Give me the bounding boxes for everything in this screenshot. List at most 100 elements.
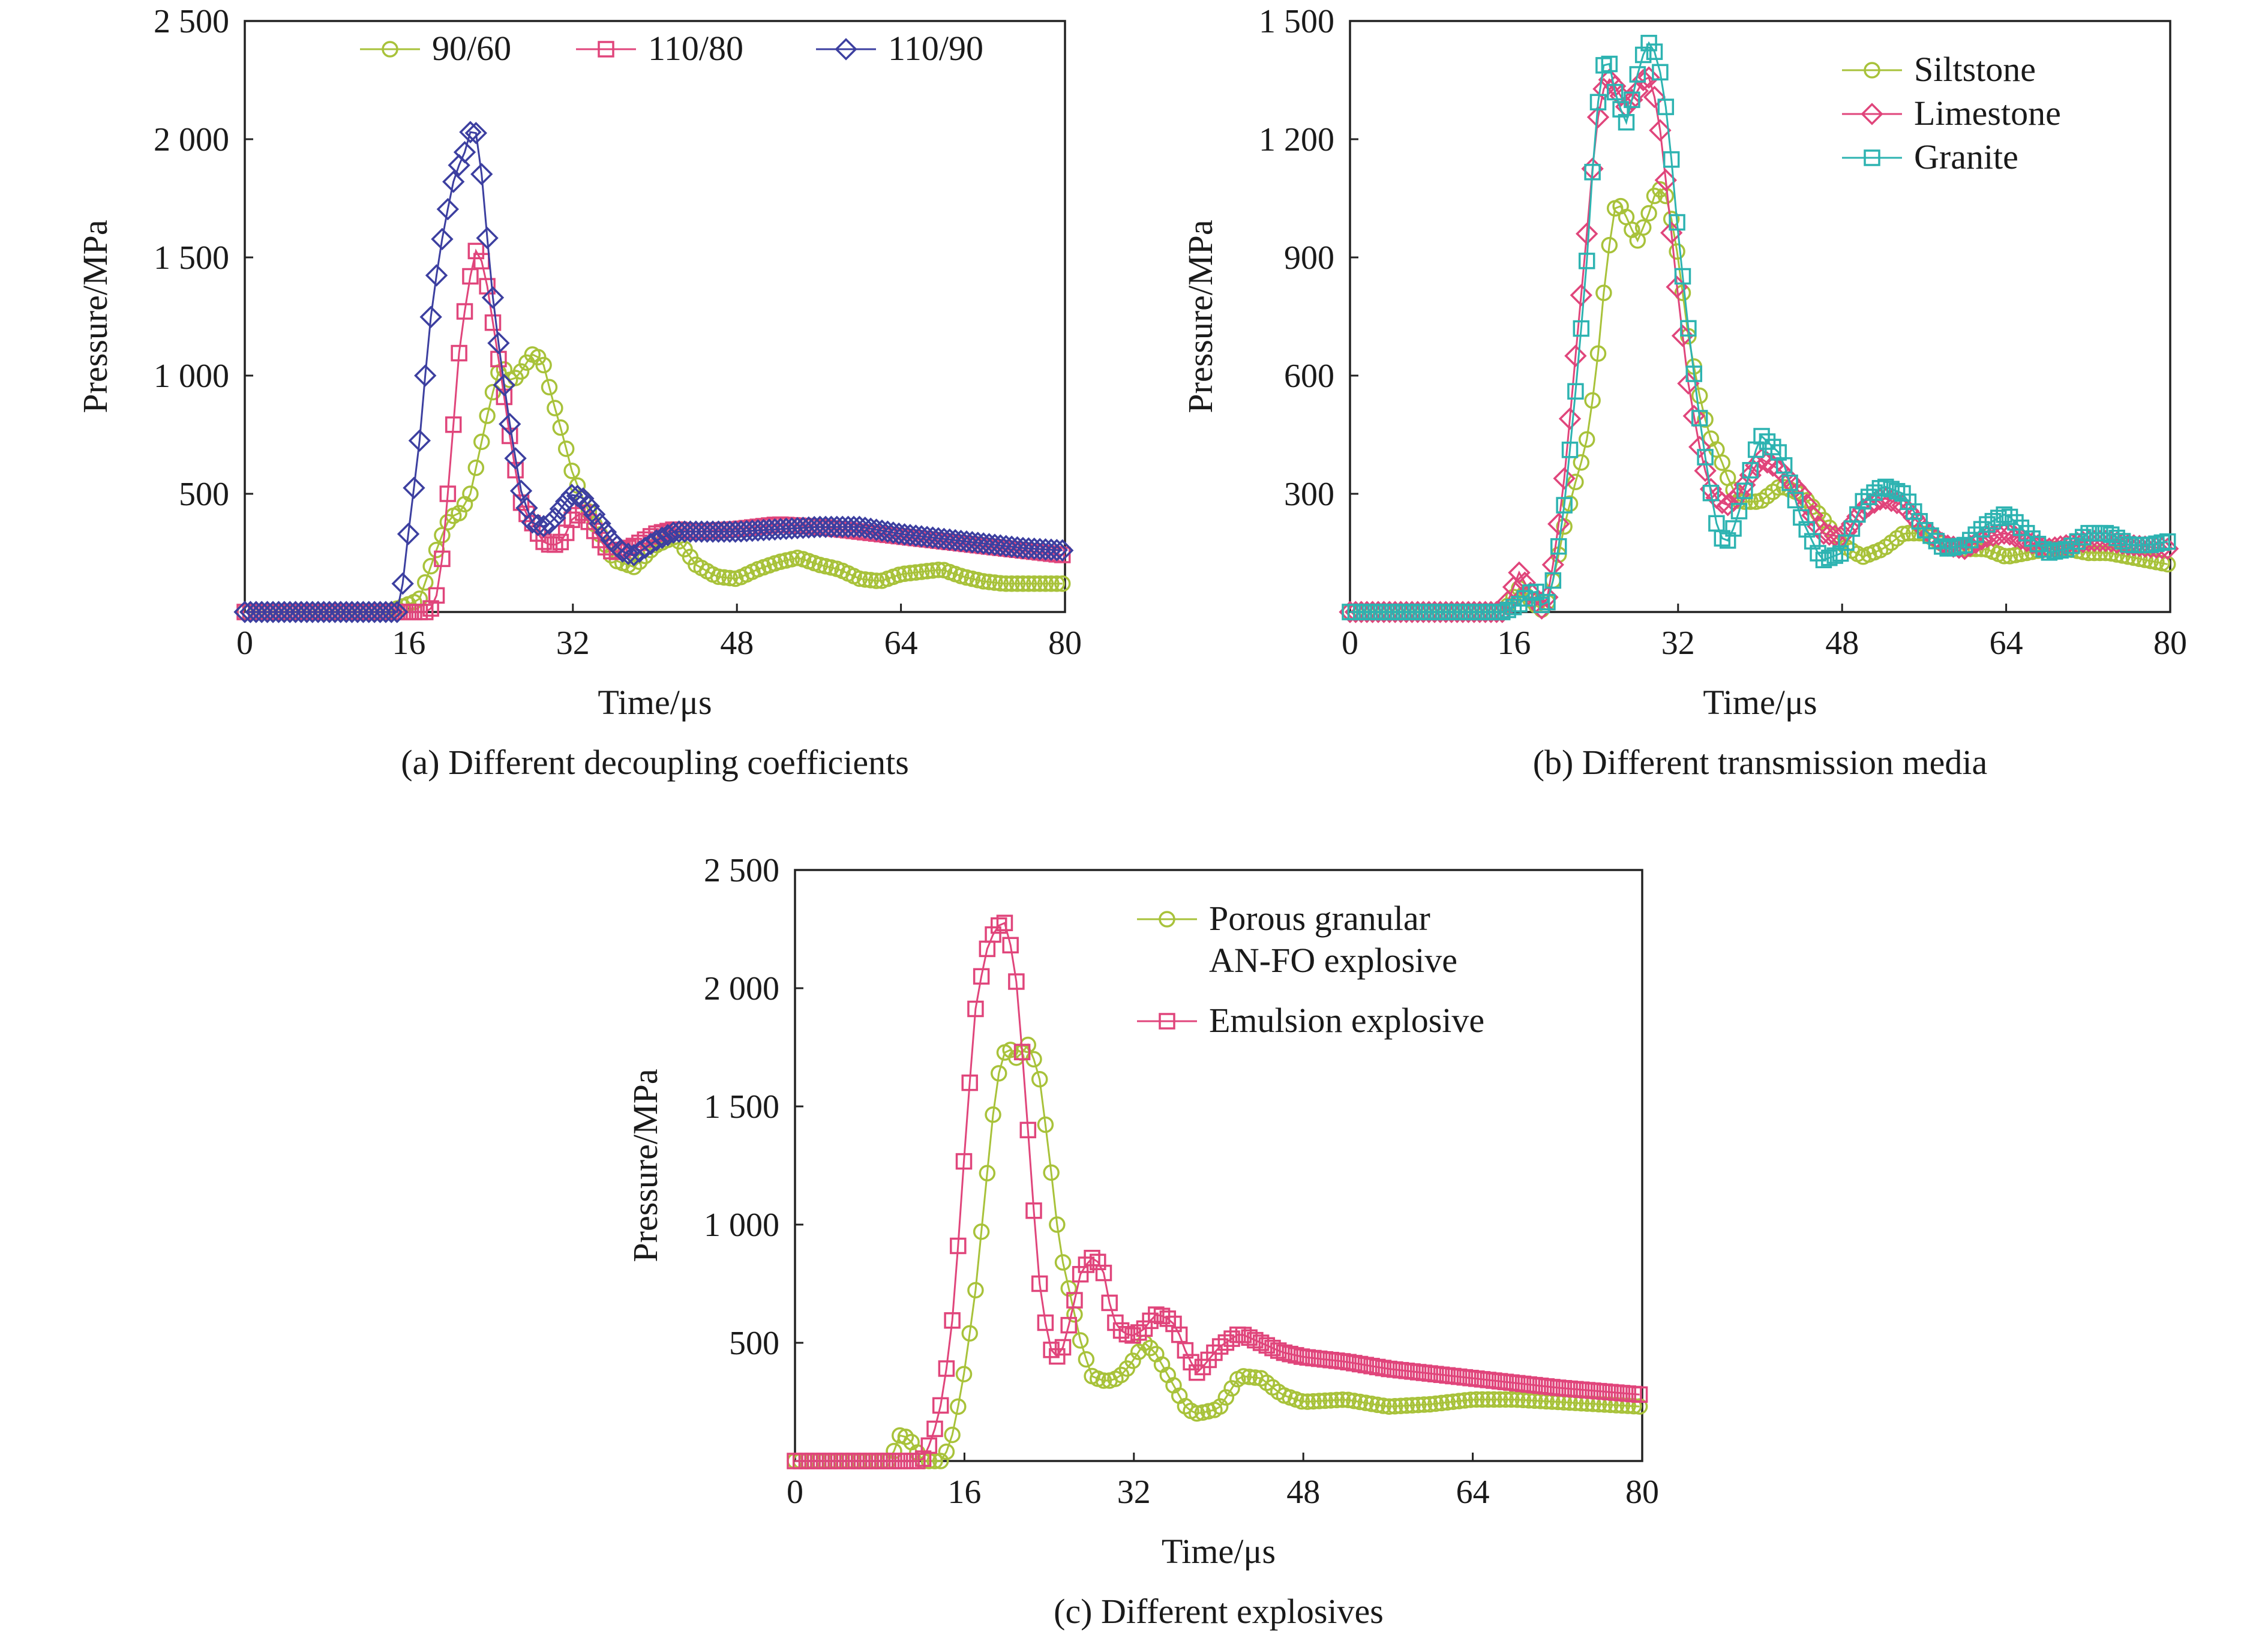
data-point <box>1031 1070 1048 1088</box>
data-point <box>695 520 719 543</box>
legend-marker <box>1159 911 1175 928</box>
y-tick-label: 900 <box>1284 239 1334 277</box>
data-point <box>1130 1343 1147 1360</box>
data-point <box>975 573 992 590</box>
data-point <box>1505 598 1522 616</box>
data-point <box>919 563 935 580</box>
data-point <box>594 521 617 544</box>
y-tick-label: 600 <box>1284 358 1334 395</box>
data-point <box>2063 537 2080 554</box>
data-point <box>1003 575 1020 592</box>
data-point <box>1025 575 1043 592</box>
data-point <box>1480 1391 1496 1408</box>
data-point <box>416 574 434 591</box>
data-point <box>577 495 600 518</box>
data-point <box>1357 1394 1375 1411</box>
data-point <box>1031 575 1048 592</box>
data-point <box>763 518 787 541</box>
y-tick-label: 500 <box>729 1325 779 1362</box>
data-point <box>1631 1386 1648 1403</box>
data-point <box>611 540 634 563</box>
data-point <box>2159 533 2176 550</box>
x-tick-label: 48 <box>1825 625 1859 662</box>
data-point <box>419 305 442 328</box>
series-line <box>245 248 1063 613</box>
data-point <box>1657 98 1675 115</box>
data-point <box>1674 284 1691 301</box>
data-point <box>1043 1164 1060 1181</box>
data-point <box>2047 543 2063 560</box>
series-emulsion-explosive <box>787 914 1648 1469</box>
data-point <box>1643 86 1666 109</box>
data-point <box>1815 551 1832 569</box>
data-point <box>1171 1326 1188 1343</box>
data-point <box>1189 1405 1205 1422</box>
data-point <box>1002 937 1019 954</box>
data-point <box>1967 526 1984 543</box>
data-point <box>979 1165 996 1182</box>
data-point <box>1541 553 1565 576</box>
data-point <box>1558 407 1582 430</box>
legend-label: Granite <box>1914 137 2018 176</box>
data-point <box>1589 94 1607 111</box>
data-point <box>650 526 674 549</box>
data-point <box>535 356 552 374</box>
x-tick-label: 16 <box>947 1474 981 1511</box>
data-point <box>1629 66 1646 83</box>
x-tick-label: 48 <box>1286 1474 1320 1511</box>
data-point <box>1019 1121 1037 1139</box>
data-point <box>1433 1394 1450 1412</box>
data-point <box>1849 506 1866 523</box>
data-point <box>1697 449 1714 466</box>
data-point <box>1060 1280 1078 1297</box>
data-point <box>1095 1372 1112 1389</box>
data-point <box>897 1429 914 1445</box>
y-tick-label: 500 <box>179 476 229 513</box>
data-point <box>544 506 566 530</box>
data-point <box>991 1065 1007 1082</box>
data-point <box>1608 1397 1625 1414</box>
data-point <box>397 523 420 545</box>
data-point <box>857 571 874 588</box>
data-point <box>1956 536 1973 554</box>
data-point <box>583 503 606 526</box>
data-point <box>1421 1396 1438 1413</box>
data-point <box>710 568 727 586</box>
data-point <box>1072 1265 1089 1283</box>
data-point <box>1514 1391 1532 1409</box>
data-point <box>358 601 380 623</box>
data-point <box>1871 480 1889 497</box>
data-point <box>1258 1337 1276 1354</box>
data-point <box>2001 548 2018 565</box>
x-tick-label: 0 <box>1342 625 1358 662</box>
series-90-60 <box>236 346 1071 620</box>
data-point <box>1387 1397 1403 1415</box>
data-point <box>1916 521 1934 539</box>
data-point <box>459 121 482 143</box>
data-point <box>752 518 775 542</box>
data-point <box>1252 1334 1270 1351</box>
data-point <box>2114 533 2131 550</box>
data-point <box>1804 533 1821 550</box>
legend-label: Emulsion explosive <box>1209 1001 1484 1040</box>
data-point <box>1951 538 1967 555</box>
data-point <box>1691 387 1708 404</box>
data-point <box>1894 485 1911 502</box>
data-point <box>566 484 589 508</box>
data-point <box>786 517 809 539</box>
data-point <box>1288 1347 1304 1364</box>
data-point <box>547 400 563 416</box>
data-point <box>721 569 738 587</box>
data-point <box>1090 1253 1106 1271</box>
data-point <box>1363 1396 1380 1412</box>
data-point <box>896 565 913 583</box>
data-point <box>769 518 792 541</box>
data-point <box>2075 529 2092 545</box>
data-point <box>1934 538 1951 555</box>
x-tick-label: 80 <box>2153 625 2187 662</box>
data-point <box>284 601 307 623</box>
data-point <box>1533 596 1550 613</box>
data-point <box>1539 593 1556 611</box>
data-point <box>1049 1216 1066 1233</box>
data-point <box>2018 524 2035 542</box>
